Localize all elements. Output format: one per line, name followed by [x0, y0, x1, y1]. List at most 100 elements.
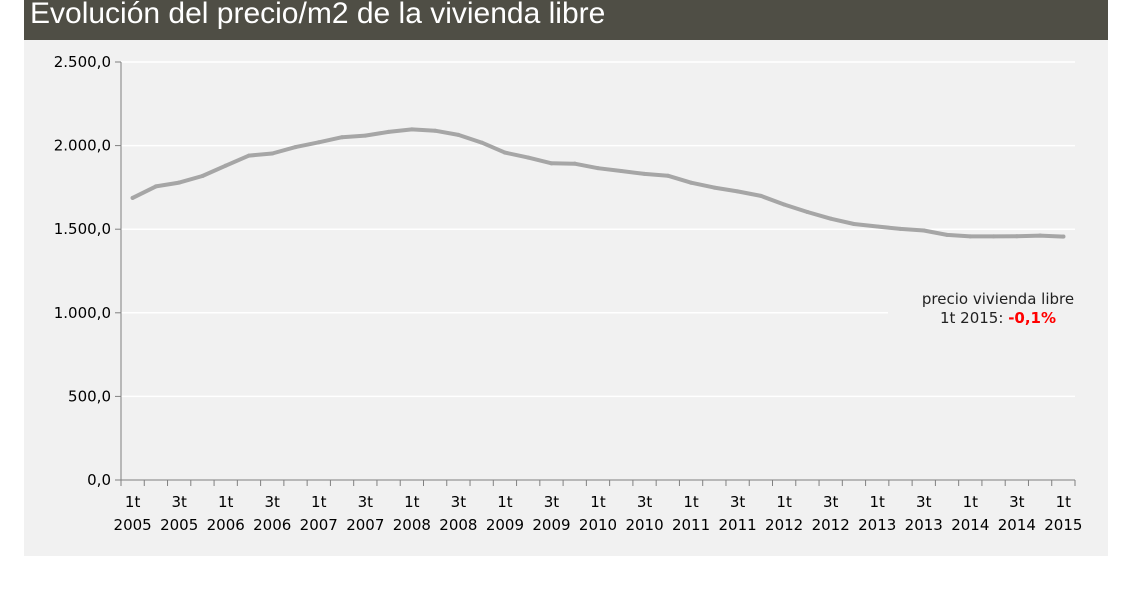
x-tick-label-year: 2012	[812, 516, 850, 534]
x-tick-label-year: 2009	[486, 516, 524, 534]
x-tick-label-year: 2010	[579, 516, 617, 534]
data-point	[782, 202, 787, 207]
x-tick-label-year: 2013	[858, 516, 896, 534]
x-tick-label-year: 2006	[207, 516, 245, 534]
x-tick-label-quarter: 3t	[171, 493, 187, 511]
x-tick-label-quarter: 1t	[683, 493, 699, 511]
data-point	[596, 166, 600, 171]
x-tick-label-year: 2013	[905, 516, 943, 534]
x-tick-label-year: 2005	[160, 516, 198, 534]
axes	[115, 61, 1076, 486]
x-tick-label-year: 2008	[439, 516, 477, 534]
data-point	[1014, 234, 1019, 239]
x-tick-label-year: 2009	[532, 516, 570, 534]
data-point	[363, 133, 368, 138]
data-point	[712, 185, 717, 190]
series	[130, 127, 1066, 239]
x-tick-label-year: 2014	[998, 516, 1036, 534]
y-tick-label: 1.500,0	[54, 220, 111, 238]
x-tick-label-quarter: 1t	[497, 493, 513, 511]
data-point	[340, 135, 345, 140]
x-tick-label-quarter: 3t	[916, 493, 932, 511]
x-tick-label-year: 2012	[765, 516, 803, 534]
x-tick-label-quarter: 1t	[590, 493, 606, 511]
annotation-line1: precio vivienda libre	[921, 290, 1075, 308]
x-tick-label-quarter: 3t	[823, 493, 839, 511]
data-point	[851, 222, 856, 227]
y-tick-label: 2.500,0	[54, 53, 111, 71]
data-point	[828, 216, 833, 221]
data-point	[130, 195, 135, 200]
data-point	[316, 140, 321, 145]
y-tick-labels: 0,0 500,0 1.000,0 1.500,0 2.000,0 2.500,0	[54, 53, 111, 489]
data-point	[502, 150, 507, 155]
x-tick-label-year: 2011	[672, 516, 710, 534]
y-tick-label: 0,0	[87, 471, 111, 489]
data-point	[758, 193, 763, 198]
data-point	[735, 189, 740, 194]
x-tick-label-quarter: 1t	[125, 493, 141, 511]
annotation-prefix: 1t 2015:	[939, 309, 1009, 327]
x-tick-label-quarter: 1t	[1056, 493, 1072, 511]
data-point	[875, 224, 880, 229]
data-point	[968, 234, 973, 239]
data-point	[479, 140, 484, 145]
data-point	[805, 209, 810, 214]
x-tick-label-quarter: 1t	[870, 493, 886, 511]
y-tick-label: 2.000,0	[54, 137, 111, 155]
data-point	[991, 234, 996, 239]
x-tick-label-year: 2014	[951, 516, 989, 534]
x-tick-label-year: 2010	[625, 516, 663, 534]
plot-area: 0,0 500,0 1.000,0 1.500,0 2.000,0 2.500,0 1t 2…	[24, 40, 1108, 556]
data-point	[386, 129, 391, 134]
x-tick-label-year: 2011	[719, 516, 757, 534]
data-point	[921, 228, 926, 233]
data-point	[1038, 233, 1043, 238]
x-tick-label-quarter: 3t	[451, 493, 467, 511]
data-point	[572, 161, 577, 166]
x-tick-label-year: 2005	[114, 516, 152, 534]
data-point	[433, 128, 438, 133]
x-tick-label-quarter: 1t	[404, 493, 420, 511]
annotation-line2: 1t 2015: -0,1%	[888, 309, 1108, 328]
x-tick-label-quarter: 3t	[1009, 493, 1025, 511]
x-tick-label-year: 2007	[346, 516, 384, 534]
data-point	[898, 226, 903, 231]
line-chart: 0,0 500,0 1.000,0 1.500,0 2.000,0 2.500,0 1t 2…	[54, 53, 1083, 534]
x-tick-label-quarter: 3t	[730, 493, 746, 511]
data-point	[270, 151, 275, 156]
x-tick-label-quarter: 3t	[265, 493, 281, 511]
data-point	[153, 184, 158, 189]
data-point	[409, 127, 414, 132]
data-point	[642, 171, 647, 176]
data-point	[945, 232, 950, 237]
y-tick-label: 1.000,0	[54, 304, 111, 322]
data-point	[619, 169, 624, 174]
x-tick-label-quarter: 1t	[776, 493, 792, 511]
chart-title: Evolución del precio/m2 de la vivienda l…	[30, 0, 606, 30]
data-point	[200, 174, 205, 179]
x-tick-label-quarter: 1t	[218, 493, 234, 511]
data-point	[456, 132, 461, 137]
data-point	[549, 161, 554, 166]
data-point	[665, 173, 670, 178]
x-tick-label-quarter: 1t	[311, 493, 327, 511]
gridlines	[121, 61, 1075, 398]
x-tick-label-quarter: 3t	[544, 493, 560, 511]
data-point	[246, 153, 251, 158]
x-tick-label-year: 2008	[393, 516, 431, 534]
x-tick-label-quarter: 1t	[963, 493, 979, 511]
x-tick-label-quarter: 3t	[637, 493, 653, 511]
x-tick-label-year: 2007	[300, 516, 338, 534]
data-point	[177, 180, 182, 185]
data-point	[526, 155, 531, 160]
x-tick-label-year: 2015	[1044, 516, 1082, 534]
data-point	[1061, 234, 1066, 239]
x-tick-labels: 1t 2005 3t 2005 1t 2006 3t 2006 1t 2007 3t 2007 1t 20…	[114, 493, 1083, 534]
annotation-value: -0,1%	[1008, 309, 1057, 327]
x-tick-label-quarter: 3t	[358, 493, 374, 511]
data-point	[689, 180, 694, 185]
chart-title-bar: Evolución del precio/m2 de la vivienda l…	[24, 0, 1108, 40]
data-point	[223, 163, 228, 168]
price-annotation: precio vivienda libre 1t 2015: -0,1%	[888, 290, 1108, 328]
